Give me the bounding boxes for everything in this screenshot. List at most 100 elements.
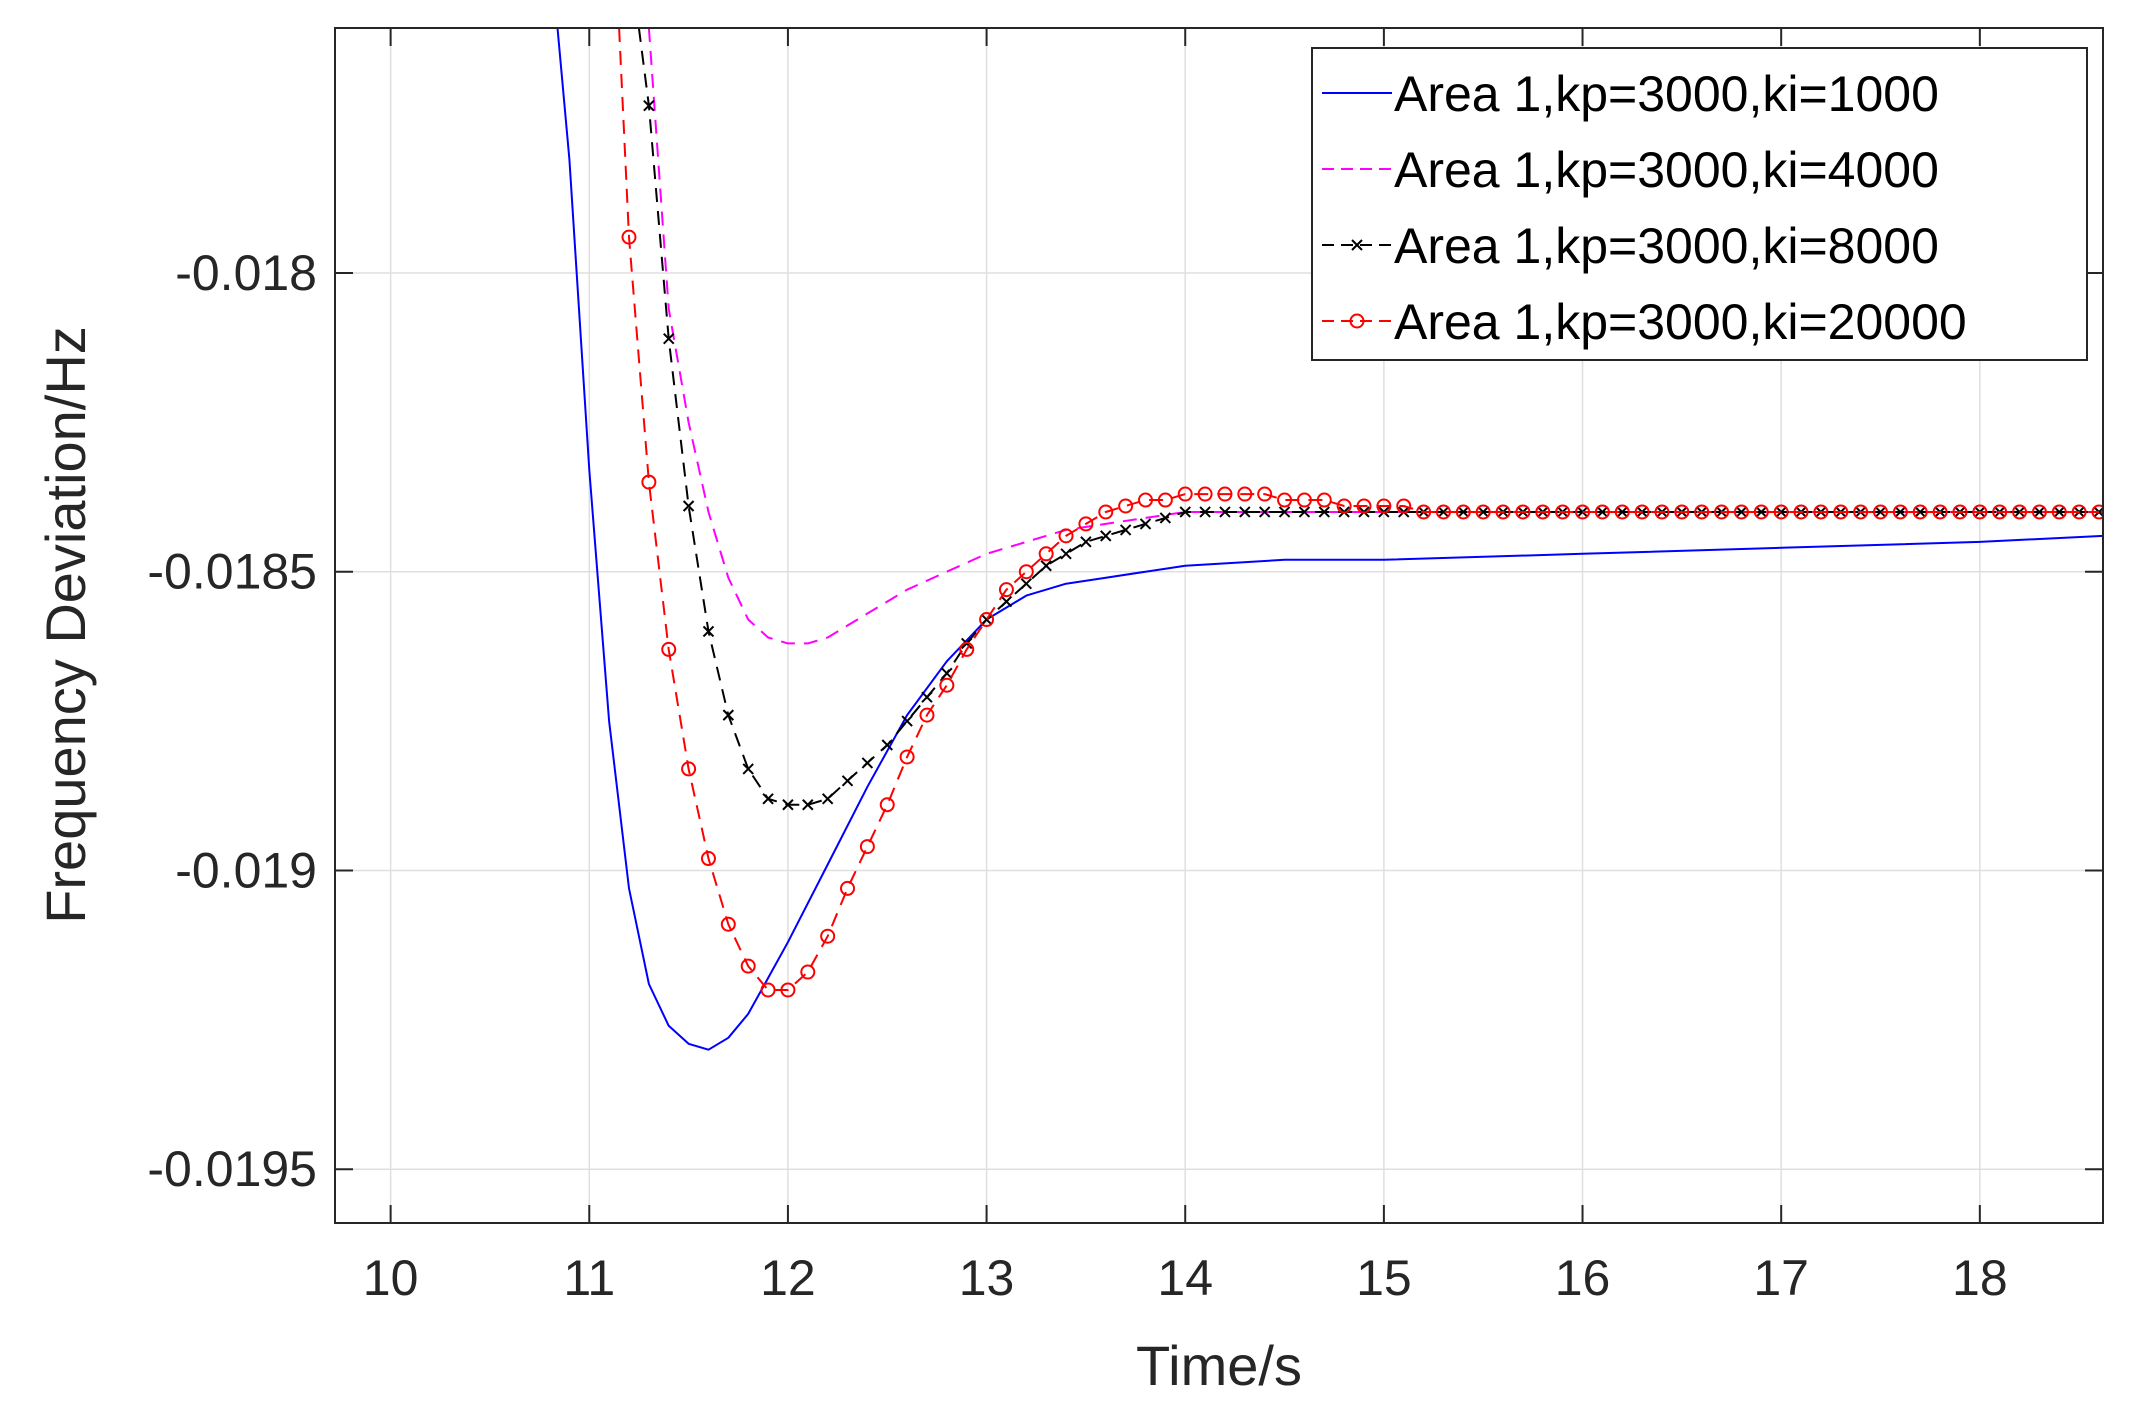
y-tick-label: -0.018 bbox=[175, 245, 317, 301]
data-point bbox=[1179, 506, 1191, 518]
data-point bbox=[1219, 506, 1231, 518]
data-point bbox=[1813, 504, 1829, 520]
data-point bbox=[1654, 504, 1670, 520]
legend-label: Area 1,kp=3000,ki=8000 bbox=[1394, 218, 1939, 274]
data-point bbox=[901, 715, 913, 727]
data-point bbox=[1040, 560, 1052, 572]
x-tick-label: 13 bbox=[959, 1250, 1015, 1306]
data-point bbox=[1038, 546, 1054, 562]
data-point bbox=[800, 964, 816, 980]
legend-entry: Area 1,kp=3000,ki=1000 bbox=[1322, 66, 1939, 122]
data-point bbox=[1197, 486, 1213, 502]
data-point bbox=[1576, 506, 1589, 518]
y-axis-label: Frequency Deviation/Hz bbox=[34, 326, 97, 924]
plot-frame bbox=[334, 27, 2104, 1224]
data-point bbox=[1296, 492, 1312, 508]
data-point bbox=[1873, 504, 1889, 520]
data-point bbox=[959, 641, 975, 657]
data-point bbox=[1912, 504, 1928, 520]
data-point bbox=[1316, 492, 1332, 508]
data-point bbox=[722, 709, 735, 721]
x-tick-label: 17 bbox=[1753, 1250, 1809, 1306]
data-point bbox=[840, 880, 856, 896]
data-point bbox=[1018, 564, 1034, 580]
y-tick-label: -0.0195 bbox=[147, 1141, 317, 1197]
legend-entry: Area 1,kp=3000,ki=8000 bbox=[1322, 218, 1939, 274]
legend-marker bbox=[1349, 313, 1365, 329]
legend-entry: Area 1,kp=3000,ki=4000 bbox=[1322, 142, 1939, 198]
data-point bbox=[702, 625, 715, 638]
y-tick-label: -0.0185 bbox=[147, 544, 317, 600]
data-point bbox=[2012, 504, 2028, 520]
data-point bbox=[1775, 506, 1787, 518]
data-point bbox=[1773, 504, 1789, 520]
data-point bbox=[663, 332, 675, 345]
data-point bbox=[1555, 504, 1571, 520]
data-point bbox=[1674, 504, 1690, 520]
data-point bbox=[1258, 506, 1271, 518]
legend-label: Area 1,kp=3000,ki=1000 bbox=[1394, 66, 1939, 122]
data-point bbox=[1098, 504, 1114, 520]
data-point bbox=[1396, 498, 1412, 514]
legend: Area 1,kp=3000,ki=1000 Area 1,kp=3000,ki=… bbox=[1311, 47, 2088, 361]
data-point bbox=[1535, 504, 1551, 520]
data-point bbox=[1356, 498, 1372, 514]
data-point bbox=[720, 916, 736, 932]
data-point bbox=[1874, 506, 1887, 518]
data-point bbox=[1318, 506, 1330, 518]
data-point bbox=[1735, 506, 1748, 518]
data-point bbox=[780, 982, 796, 998]
data-point bbox=[979, 612, 995, 628]
data-point bbox=[1495, 504, 1511, 520]
data-point bbox=[2013, 506, 2026, 518]
data-point bbox=[2071, 504, 2087, 520]
data-point bbox=[2051, 504, 2067, 520]
data-point bbox=[1972, 504, 1988, 520]
data-point bbox=[919, 707, 935, 723]
y-tick-label: -0.019 bbox=[175, 842, 317, 898]
data-point bbox=[1239, 506, 1251, 518]
data-point bbox=[1475, 504, 1491, 520]
data-point bbox=[1080, 536, 1092, 548]
data-point bbox=[1416, 504, 1432, 520]
data-point bbox=[1477, 506, 1489, 518]
data-point bbox=[1914, 506, 1926, 518]
data-point bbox=[1435, 504, 1451, 520]
data-point bbox=[661, 641, 677, 657]
data-point bbox=[643, 99, 655, 112]
ticks: 10 11 12 13 14 15 16 17 18 -0.018 -0.0185 -0.019 -0.… bbox=[147, 28, 2103, 1306]
data-point bbox=[1894, 506, 1907, 518]
data-point bbox=[1616, 506, 1628, 518]
data-point bbox=[700, 851, 716, 867]
data-point bbox=[2053, 506, 2066, 518]
data-point bbox=[802, 799, 814, 811]
data-point bbox=[1932, 504, 1948, 520]
data-point bbox=[1278, 506, 1291, 518]
data-point bbox=[1118, 498, 1134, 514]
legend-box bbox=[1311, 47, 2088, 361]
x-tick-label: 18 bbox=[1952, 1250, 2008, 1306]
data-point bbox=[1119, 524, 1132, 536]
data-point bbox=[782, 799, 794, 811]
legend-label: Area 1,kp=3000,ki=4000 bbox=[1394, 142, 1939, 198]
data-point bbox=[621, 229, 637, 245]
data-point bbox=[1199, 506, 1211, 518]
data-point bbox=[1952, 504, 1968, 520]
data-point bbox=[1457, 506, 1470, 518]
data-point bbox=[998, 582, 1014, 598]
data-point bbox=[2033, 506, 2046, 518]
x-tick-label: 10 bbox=[363, 1250, 419, 1306]
x-tick-label: 15 bbox=[1356, 1250, 1412, 1306]
x-tick-label: 12 bbox=[760, 1250, 816, 1306]
data-point bbox=[841, 775, 854, 787]
data-point bbox=[1159, 512, 1172, 524]
series-line bbox=[618, 28, 2099, 991]
data-point bbox=[1060, 548, 1072, 560]
data-point bbox=[2091, 504, 2103, 520]
data-point bbox=[1714, 504, 1730, 520]
data-point bbox=[941, 667, 953, 680]
data-point bbox=[879, 797, 895, 813]
data-point bbox=[1614, 504, 1630, 520]
data-point bbox=[1992, 504, 2008, 520]
data-point bbox=[762, 793, 774, 805]
